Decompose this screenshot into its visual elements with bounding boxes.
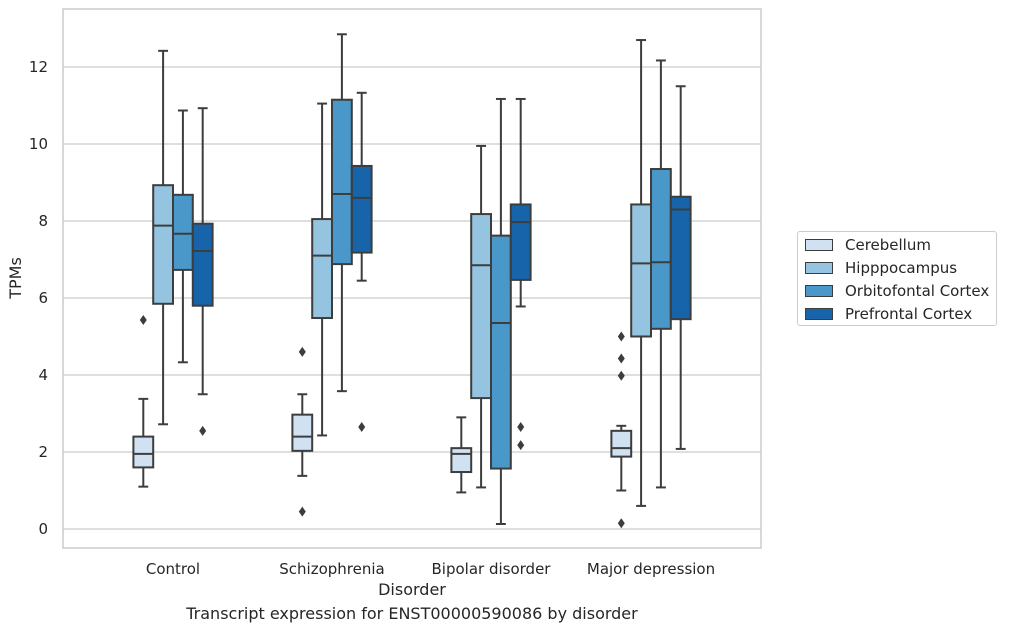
y-axis-ticks: 0 2 4 6 8 10 12 <box>29 58 48 538</box>
box <box>311 218 334 320</box>
outlier-point <box>139 314 147 325</box>
y-tick-label: 6 <box>38 289 48 307</box>
box-group <box>650 59 672 489</box>
box-group <box>311 102 334 437</box>
legend-label: Orbitofontal Cortex <box>845 282 990 300</box>
box <box>490 234 512 470</box>
outlier-point <box>199 425 207 436</box>
box <box>191 222 214 307</box>
outlier-point <box>298 506 306 517</box>
y-tick-label: 8 <box>38 212 48 230</box>
box <box>630 203 653 338</box>
legend-label: Hipppocampus <box>845 259 958 277</box>
outlier-point <box>617 353 625 364</box>
legend: Cerebellum Hipppocampus Orbitofontal Corte… <box>797 231 997 326</box>
outlier-point <box>517 421 525 432</box>
box-group <box>630 39 653 507</box>
outlier-point <box>617 331 625 342</box>
legend-swatch <box>805 262 833 274</box>
box-group <box>152 49 174 426</box>
box-group <box>669 85 692 450</box>
outlier-point <box>617 370 625 381</box>
box-group <box>132 314 155 488</box>
box-group <box>490 97 512 525</box>
legend-item: Orbitofontal Cortex <box>805 281 989 301</box>
box <box>450 447 473 474</box>
legend-swatch <box>805 239 833 251</box>
x-tick-label: Schizophrenia <box>279 560 384 578</box>
outlier-point <box>358 421 366 432</box>
y-tick-label: 0 <box>38 520 48 538</box>
box <box>350 164 373 254</box>
y-tick-label: 10 <box>29 135 48 153</box>
box <box>470 213 493 400</box>
box-group <box>331 33 353 393</box>
y-tick-label: 4 <box>38 366 48 384</box>
figure-caption: Transcript expression for ENST0000059008… <box>186 604 638 623</box>
y-axis-label: TPMs <box>6 257 25 300</box>
x-tick-label: Bipolar disorder <box>432 560 552 578</box>
box-group <box>291 346 314 517</box>
y-tick-label: 12 <box>29 58 48 76</box>
plot-area-frame <box>62 8 762 549</box>
box-group <box>191 107 214 436</box>
legend-swatch <box>805 285 833 297</box>
box-group <box>610 331 633 529</box>
outlier-point <box>617 518 625 529</box>
legend-swatch <box>805 308 833 320</box>
box <box>509 203 532 281</box>
box <box>172 193 194 271</box>
x-tick-label: Major depression <box>587 560 715 578</box>
boxes <box>132 33 692 529</box>
box <box>132 435 155 469</box>
x-tick-label: Control <box>146 560 200 578</box>
legend-item: Prefrontal Cortex <box>805 304 972 324</box>
box-group <box>470 144 493 489</box>
box <box>152 184 174 305</box>
box-group <box>350 91 373 432</box>
legend-item: Hipppocampus <box>805 258 957 278</box>
box-group <box>509 97 532 451</box>
box <box>331 98 353 266</box>
outlier-point <box>298 346 306 357</box>
box <box>669 195 692 321</box>
x-axis-label: Disorder <box>378 580 446 599</box>
box <box>610 429 633 458</box>
y-tick-label: 2 <box>38 443 48 461</box>
legend-label: Cerebellum <box>845 236 931 254</box>
box-group <box>172 109 194 364</box>
x-axis-ticks: Control Schizophrenia Bipolar disorder Majo… <box>146 560 715 578</box>
box-group <box>450 416 473 494</box>
outlier-point <box>517 440 525 451</box>
box <box>291 413 314 452</box>
legend-label: Prefrontal Cortex <box>845 305 973 323</box>
box <box>650 168 672 330</box>
legend-item: Cerebellum <box>805 235 931 255</box>
